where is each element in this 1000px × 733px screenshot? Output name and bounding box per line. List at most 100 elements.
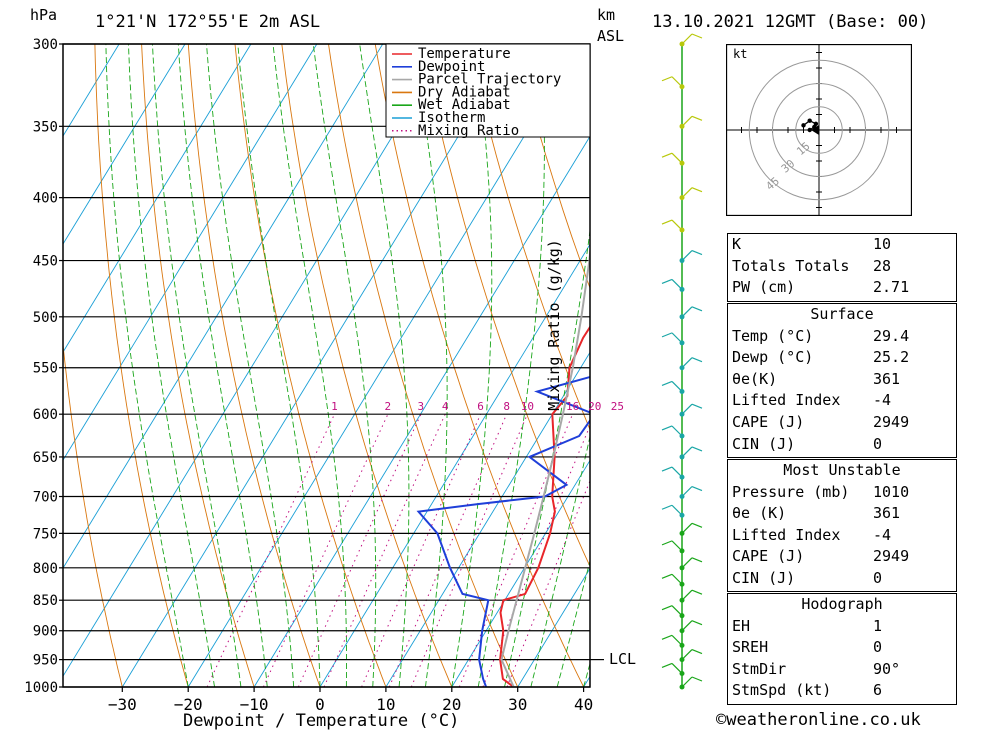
- pressure-tick-label: 750: [33, 526, 58, 542]
- copyright-text: ©weatheronline.co.uk: [716, 710, 921, 730]
- wind-barb: [691, 187, 703, 193]
- legend-item-label: Parcel Trajectory: [418, 72, 561, 88]
- wind-barb: [681, 589, 693, 601]
- wind-barb: [671, 332, 683, 344]
- wind-barb: [681, 306, 693, 318]
- wind-barb: [661, 380, 673, 387]
- mixing-ratio-line: [323, 413, 446, 687]
- wind-barb: [691, 403, 703, 409]
- mixing-ratio-line: [262, 413, 389, 687]
- wind-barb: [661, 425, 673, 431]
- legend-item-label: Wet Adiabat: [418, 97, 511, 113]
- wet-adiabat-line: [152, 44, 242, 687]
- wind-barb: [681, 522, 693, 534]
- wind-barb: [681, 250, 693, 261]
- hodograph-ring: [772, 83, 866, 177]
- wind-barb: [691, 620, 703, 626]
- wind-barb: [671, 540, 683, 552]
- hodograph-info-panel: Hodograph EH 1 SREH 0 StmDir 90° StmSpd (kt) 6: [727, 593, 957, 705]
- pressure-tick-label: 600: [33, 407, 58, 423]
- most-unstable-row-label: CIN (J): [732, 568, 796, 587]
- wind-barb: [681, 620, 693, 632]
- mixing-ratio-line: [410, 414, 528, 687]
- wind-barb: [661, 332, 673, 338]
- wind-barb: [681, 486, 693, 497]
- most-unstable-row-label: θe (K): [732, 504, 787, 523]
- indices-panel: K 10 Totals Totals 28 PW (cm) 2.71: [727, 233, 957, 302]
- most-unstable-row-value: 0: [873, 568, 883, 587]
- wind-barb: [661, 76, 673, 82]
- mixing-ratio-tick-label: 25: [611, 400, 624, 413]
- hodograph-row-label: EH: [732, 616, 751, 635]
- pressure-tick-label: 900: [33, 624, 58, 640]
- pressure-tick-label: 800: [33, 561, 58, 577]
- wind-profile: [661, 33, 703, 690]
- wet-adiabat-line: [177, 44, 268, 687]
- temperature-line: [499, 325, 590, 687]
- wind-barb: [691, 676, 703, 682]
- hodograph-ring-label: 45: [764, 175, 783, 193]
- wind-barb: [691, 306, 703, 312]
- totals-label: Totals Totals: [732, 256, 850, 275]
- dry-adiabat-line: [983, 44, 1000, 687]
- km-unit-label: km: [597, 6, 616, 24]
- isotherm-line: [517, 567, 590, 687]
- isotherm-line: [451, 459, 590, 687]
- mixing-ratio-line: [482, 424, 590, 687]
- mixing-ratio-labels: 1 2 3 4 6 8 10 16 20 25: [331, 400, 624, 413]
- legend-item-label: Temperature: [418, 46, 511, 62]
- pressure-tick-label: 500: [33, 310, 58, 326]
- most-unstable-row-label: Pressure (mb): [732, 482, 850, 501]
- wind-barb: [671, 605, 683, 617]
- mixing-ratio-line: [206, 413, 335, 687]
- pressure-tick-label: 400: [33, 191, 58, 207]
- hodograph-row-label: SREH: [732, 638, 769, 657]
- wind-barb: [691, 522, 703, 528]
- dry-adiabat-line: [94, 44, 189, 687]
- wet-adiabat-line: [412, 44, 448, 687]
- pressure-tick-label: 650: [33, 450, 58, 466]
- wind-barb: [661, 662, 673, 669]
- pressure-tick-label: 550: [33, 361, 58, 377]
- hodograph-ring: [795, 106, 843, 154]
- surface-row-value: 25.2: [873, 348, 910, 367]
- temperature-tick-label: 30: [508, 695, 527, 714]
- surface-row-label: CAPE (J): [732, 412, 805, 431]
- isotherm-line: [63, 44, 120, 137]
- pressure-tick-label: 300: [33, 37, 58, 53]
- lcl-label: LCL: [609, 650, 637, 668]
- hodograph-info-title: Hodograph: [801, 595, 883, 613]
- wind-barb: [671, 152, 683, 164]
- temperature-tick-label: 20: [442, 695, 461, 714]
- storm-motion-marker: [811, 125, 819, 135]
- pressure-tick-label: 350: [33, 119, 58, 135]
- wet-adiabat-line: [128, 44, 216, 687]
- wet-adiabat-line: [477, 44, 545, 687]
- legend-item-label: Dewpoint: [418, 59, 485, 75]
- wet-adiabat-line: [206, 44, 295, 687]
- wind-barb: [691, 115, 703, 121]
- wind-barb: [691, 485, 703, 492]
- dry-adiabat-line: [468, 44, 590, 431]
- hodograph-point: [807, 118, 812, 123]
- hodograph-row-label: StmSpd (kt): [732, 681, 832, 700]
- wind-barb: [671, 278, 683, 290]
- isotherm-line: [385, 351, 590, 687]
- wind-barb: [661, 540, 673, 546]
- mixing-ratio-tick-label: 4: [442, 400, 449, 413]
- surface-row-value: 2949: [873, 412, 910, 431]
- wind-barb: [661, 466, 673, 472]
- most-unstable-row-value: 1010: [873, 482, 910, 501]
- wet-adiabat-line: [237, 44, 321, 687]
- wind-barb: [681, 357, 693, 369]
- pressure-tick-label: 700: [33, 490, 58, 506]
- wind-barb: [671, 504, 683, 516]
- legend-box: [385, 43, 591, 138]
- parcel-trajectory-line: [500, 243, 590, 687]
- hodograph-row-value: 6: [873, 681, 883, 700]
- most-unstable-row-label: Lifted Index: [732, 525, 841, 544]
- wind-barb: [681, 649, 693, 661]
- temperature-tick-label: 0: [315, 695, 325, 714]
